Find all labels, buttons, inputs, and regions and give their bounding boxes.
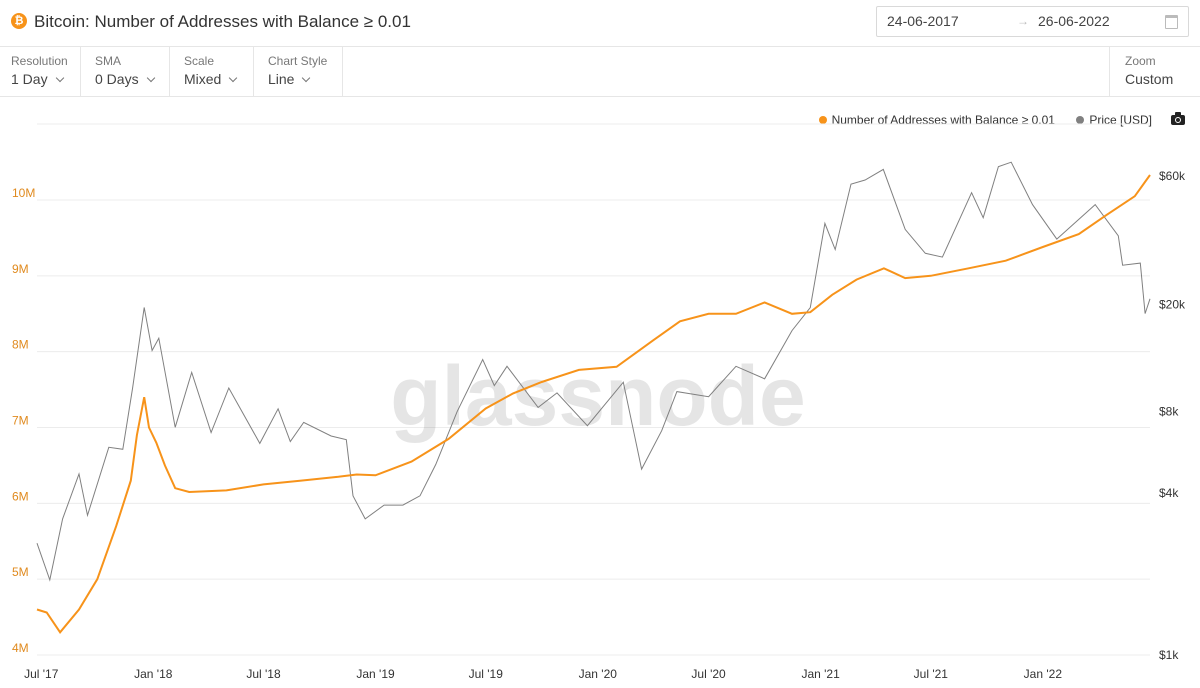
x-axis-tick: Jul '17	[24, 667, 59, 681]
watermark: glassnode	[390, 349, 805, 443]
resolution-dropdown[interactable]: Resolution 1 Day	[0, 47, 81, 96]
right-axis-tick: $4k	[1159, 486, 1179, 500]
chevron-down-icon	[302, 73, 311, 83]
arrow-right-icon: →	[1017, 14, 1029, 28]
legend-dot-addresses	[818, 116, 827, 124]
right-axis-tick: $8k	[1159, 405, 1179, 419]
right-axis-tick: $60k	[1159, 169, 1186, 183]
zoom-value[interactable]: Custom	[1125, 71, 1174, 87]
left-axis-labels: 4M 5M 6M 7M 8M 9M 10M	[12, 186, 35, 655]
x-axis-tick: Jan '21	[801, 667, 840, 681]
sma-value[interactable]: 0 Days	[95, 71, 155, 87]
page-title: Bitcoin: Number of Addresses with Balanc…	[34, 12, 411, 31]
scale-label: Scale	[184, 54, 215, 68]
resolution-label: Resolution	[11, 54, 68, 68]
bitcoin-icon: ₿	[11, 13, 27, 29]
chevron-down-icon	[229, 73, 238, 83]
chevron-down-icon	[146, 73, 155, 83]
right-axis-tick: $20k	[1159, 298, 1186, 312]
left-axis-tick: 6M	[12, 489, 29, 503]
x-axis-tick: Jul '20	[691, 667, 726, 681]
resolution-value[interactable]: 1 Day	[11, 71, 64, 87]
date-range-picker[interactable]: 24-06-2017 → 26-06-2022	[876, 6, 1189, 37]
grid-lines	[37, 123, 1150, 656]
x-axis-tick: Jan '20	[579, 667, 618, 681]
addresses-series-line	[36, 174, 1151, 634]
left-axis-tick: 4M	[12, 641, 29, 655]
chart-style-label: Chart Style	[268, 54, 328, 68]
left-axis-tick: 9M	[12, 262, 29, 276]
sma-dropdown[interactable]: SMA 0 Days	[81, 47, 170, 96]
left-axis-tick: 7M	[12, 414, 29, 428]
x-axis-tick: Jul '18	[246, 667, 281, 681]
x-axis-tick: Jul '19	[469, 667, 504, 681]
controls-bar: Resolution 1 Day SMA 0 Days Scale Mixed …	[0, 47, 1200, 97]
camera-icon[interactable]	[1171, 112, 1185, 125]
chart-style-value[interactable]: Line	[268, 71, 311, 87]
header-bar: ₿ Bitcoin: Number of Addresses with Bala…	[0, 0, 1200, 47]
x-axis-tick: Jan '18	[134, 667, 173, 681]
x-axis-tick: Jul '21	[914, 667, 949, 681]
price-series-line	[36, 161, 1151, 582]
x-axis-labels: Jul '17 Jan '18 Jul '18 Jan '19 Jul '19 Jan '…	[24, 667, 1062, 681]
scale-dropdown[interactable]: Scale Mixed	[170, 47, 254, 96]
x-axis-tick: Jan '22	[1024, 667, 1063, 681]
chevron-down-icon	[55, 73, 64, 83]
right-axis-tick: $1k	[1159, 648, 1179, 662]
chart-style-dropdown[interactable]: Chart Style Line	[254, 47, 343, 96]
scale-value[interactable]: Mixed	[184, 71, 238, 87]
date-to[interactable]: 26-06-2022	[1038, 13, 1110, 29]
left-axis-tick: 8M	[12, 338, 29, 352]
zoom-label: Zoom	[1125, 54, 1156, 68]
date-from[interactable]: 24-06-2017	[887, 13, 959, 29]
right-axis-labels: $1k $4k $8k $20k $60k	[1159, 169, 1186, 662]
zoom-dropdown[interactable]: Zoom Custom	[1109, 47, 1200, 96]
sma-label: SMA	[95, 54, 122, 68]
calendar-icon[interactable]	[1165, 15, 1178, 29]
x-axis-tick: Jan '19	[356, 667, 395, 681]
left-axis-tick: 10M	[12, 186, 35, 200]
legend-dot-price	[1076, 116, 1085, 124]
left-axis-tick: 5M	[12, 565, 29, 579]
